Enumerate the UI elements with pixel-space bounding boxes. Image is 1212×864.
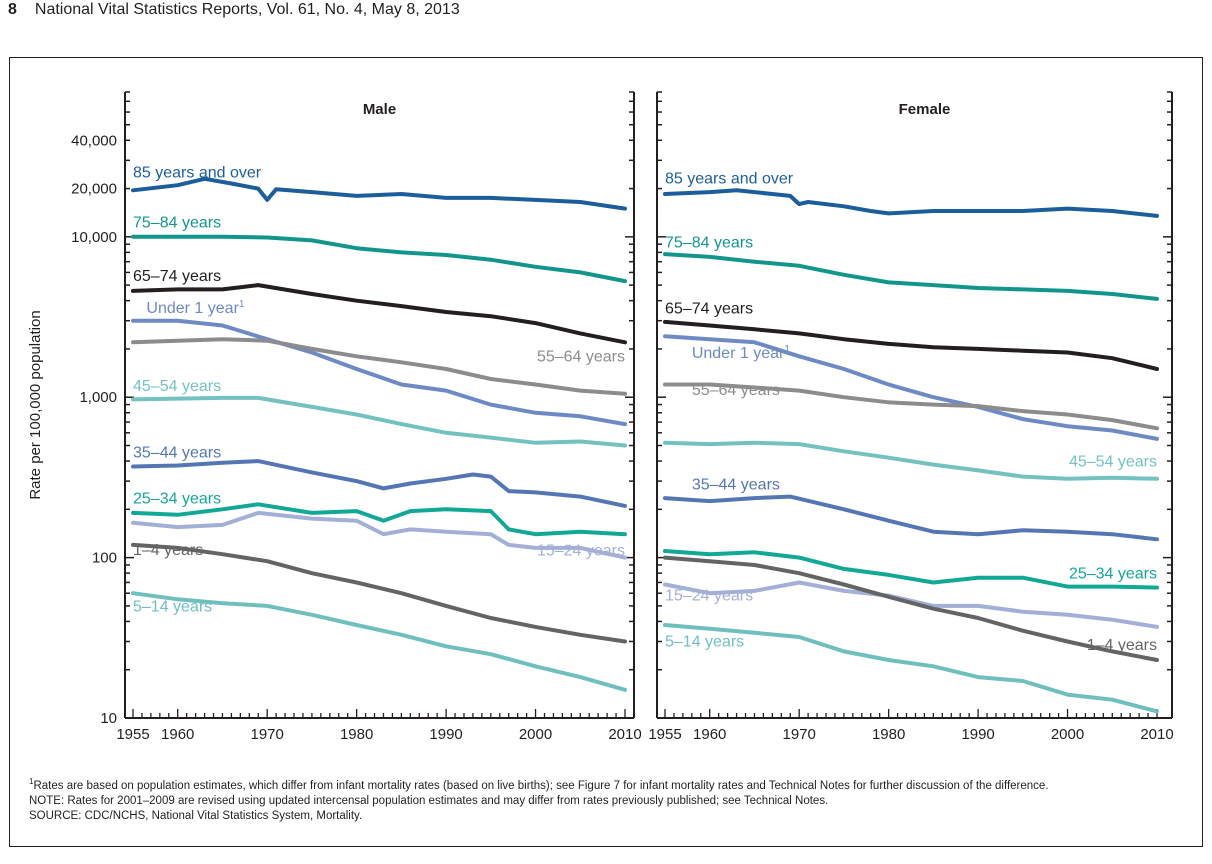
series-label: 15–24 years bbox=[665, 588, 753, 605]
series-label: 25–34 years bbox=[1069, 566, 1157, 583]
series-label: 65–74 years bbox=[133, 268, 221, 285]
series-line-male bbox=[131, 176, 627, 211]
series-label: 35–44 years bbox=[133, 445, 221, 462]
footnote-note: NOTE: Rates for 2001–2009 are revised us… bbox=[29, 794, 829, 807]
y-tick-label: 1,000 bbox=[79, 389, 117, 406]
series-line-female bbox=[663, 623, 1159, 714]
series-label: 15–24 years bbox=[537, 543, 625, 560]
female-x-tick-label: 1960 bbox=[693, 726, 726, 743]
series-line-female bbox=[663, 494, 1159, 542]
series-label: 55–64 years bbox=[537, 349, 625, 366]
series-label: Under 1 year1 bbox=[692, 344, 791, 362]
male-x-tick-label: 2000 bbox=[519, 726, 552, 743]
series-line-female bbox=[663, 382, 1159, 431]
series-line-female bbox=[663, 188, 1159, 218]
y-tick-label: 10 bbox=[100, 710, 117, 727]
series-line-female bbox=[663, 440, 1159, 481]
series-label: 25–34 years bbox=[133, 490, 221, 507]
y-tick-label: 20,000 bbox=[71, 181, 117, 198]
series-line-male bbox=[131, 283, 627, 345]
male-x-tick-label: 2010 bbox=[608, 726, 641, 743]
panel-title-female: Female bbox=[899, 101, 951, 118]
page-number: 8 bbox=[8, 1, 17, 18]
series-line-male bbox=[131, 318, 627, 427]
report-title: National Vital Statistics Reports, Vol. … bbox=[34, 1, 460, 18]
series-label: Under 1 year1 bbox=[146, 299, 245, 317]
series-line-male bbox=[131, 542, 627, 644]
footnote-1-marker: 1 bbox=[29, 777, 34, 786]
series-line-male bbox=[131, 337, 627, 396]
series-label-superscript: 1 bbox=[239, 299, 245, 310]
series-label: 85 years and over bbox=[133, 164, 262, 181]
male-x-tick-label: 1955 bbox=[116, 726, 149, 743]
male-x-tick-label: 1970 bbox=[250, 726, 283, 743]
y-tick-label: 10,000 bbox=[71, 229, 117, 246]
male-x-tick-label: 1960 bbox=[161, 726, 194, 743]
series-line-male bbox=[131, 234, 627, 284]
series-label: 35–44 years bbox=[692, 476, 780, 493]
footnotes: 1Rates are based on population estimates… bbox=[29, 774, 1189, 824]
female-x-tick-label: 1970 bbox=[782, 726, 815, 743]
series-label: 55–64 years bbox=[692, 382, 780, 399]
female-x-tick-label: 1955 bbox=[648, 726, 681, 743]
figure-frame bbox=[9, 57, 1203, 847]
series-label: 1–4 years bbox=[1087, 637, 1157, 654]
series-label: 45–54 years bbox=[1069, 453, 1157, 470]
series-line-female bbox=[663, 319, 1159, 371]
series-label: 75–84 years bbox=[665, 234, 753, 251]
series-label: 1–4 years bbox=[133, 542, 203, 559]
series-label: 45–54 years bbox=[133, 378, 221, 395]
series-label: 5–14 years bbox=[133, 599, 212, 616]
series-line-male bbox=[131, 459, 627, 508]
y-tick-label: 100 bbox=[92, 550, 117, 567]
panel-title-male: Male bbox=[363, 101, 396, 118]
male-x-tick-label: 1980 bbox=[340, 726, 373, 743]
series-line-female bbox=[663, 252, 1159, 301]
series-label: 65–74 years bbox=[665, 300, 753, 317]
female-x-tick-label: 2010 bbox=[1140, 726, 1173, 743]
female-x-tick-label: 2000 bbox=[1051, 726, 1084, 743]
footnote-1: 1Rates are based on population estimates… bbox=[29, 774, 1189, 794]
series-line-female bbox=[663, 334, 1159, 441]
series-line-female bbox=[663, 555, 1159, 662]
footnote-1-text: Rates are based on population estimates,… bbox=[33, 779, 1049, 792]
report-header: 8 National Vital Statistics Reports, Vol.… bbox=[8, 1, 460, 19]
female-x-tick-label: 1980 bbox=[872, 726, 905, 743]
female-x-tick-label: 1990 bbox=[961, 726, 994, 743]
series-label-superscript: 1 bbox=[784, 344, 790, 355]
footnote-source: SOURCE: CDC/NCHS, National Vital Statist… bbox=[29, 809, 363, 822]
y-axis-label: Rate per 100,000 population bbox=[27, 310, 44, 499]
series-label: 85 years and over bbox=[665, 171, 794, 188]
series-line-male bbox=[131, 502, 627, 537]
series-line-male bbox=[131, 395, 627, 448]
male-x-tick-label: 1990 bbox=[429, 726, 462, 743]
series-line-male bbox=[131, 591, 627, 692]
series-label: 5–14 years bbox=[665, 633, 744, 650]
series-label: 75–84 years bbox=[133, 215, 221, 232]
series-line-female bbox=[663, 549, 1159, 590]
y-tick-label: 40,000 bbox=[71, 132, 117, 149]
series-line-male bbox=[131, 510, 627, 560]
